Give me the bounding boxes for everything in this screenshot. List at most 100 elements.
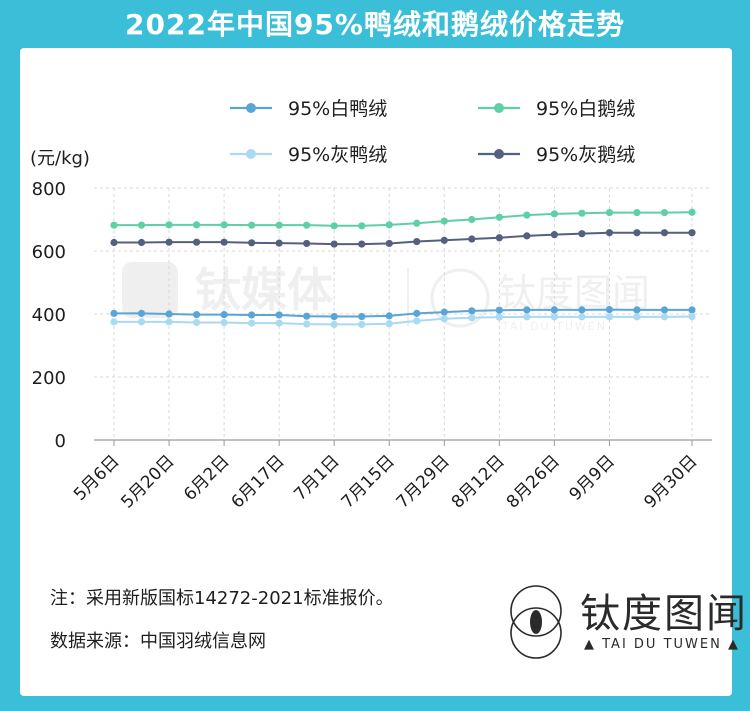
data-point [385, 320, 393, 328]
data-point [220, 318, 228, 327]
data-point [605, 208, 614, 217]
data-point [220, 238, 228, 246]
data-point [413, 219, 421, 227]
data-point [110, 238, 118, 247]
data-point [550, 231, 558, 239]
chart-title: 2022年中国95%鸭绒和鹅绒价格走势 [125, 8, 625, 41]
x-tick-label: 6月17日 [228, 451, 289, 512]
data-point [688, 312, 696, 321]
data-point [495, 234, 503, 242]
data-point [468, 307, 476, 315]
legend-swatch-marker [246, 103, 256, 113]
data-point [165, 310, 173, 318]
data-point [358, 222, 366, 230]
legend-swatch-marker [494, 103, 504, 113]
watermark-logo-icon [122, 262, 178, 318]
data-point [192, 238, 201, 246]
brand-logo: 钛度图闻 ▲ TAI DU TUWEN ▲ [500, 583, 746, 663]
data-point [330, 320, 338, 328]
watermark-right-text: 钛度图闻 [498, 271, 650, 315]
data-point [165, 238, 173, 246]
data-point [248, 239, 256, 247]
data-point [688, 306, 696, 314]
y-tick-label: 600 [32, 242, 66, 263]
data-point [220, 311, 228, 319]
data-point [413, 309, 421, 317]
y-tick-label: 200 [32, 368, 66, 389]
data-point [495, 313, 503, 321]
data-point [165, 221, 173, 229]
y-axis-unit-label: (元/kg) [30, 148, 90, 169]
data-point [275, 311, 283, 319]
data-point [633, 313, 641, 321]
data-point [468, 314, 476, 322]
chart-panel: 钛媒体 钛度图闻 TAI DU TUWEN 0 200 400 600 800 5月6日 5… [20, 48, 732, 696]
y-tick-label: 0 [55, 431, 66, 452]
data-point [275, 221, 283, 229]
watermark-group: 钛媒体 钛度图闻 TAI DU TUWEN [122, 262, 650, 333]
x-tick-label: 6月2日 [180, 451, 233, 504]
data-point [605, 313, 614, 321]
data-point [330, 312, 338, 321]
data-point [468, 235, 476, 243]
data-point [303, 312, 311, 320]
x-tick-label: 8月26日 [503, 451, 564, 512]
footnote: 注：采用新版国标14272-2021标准报价。 [50, 588, 394, 609]
data-point [275, 239, 283, 247]
watermark-left-text: 钛媒体 [195, 263, 333, 317]
data-point [275, 319, 283, 327]
data-point [523, 306, 531, 314]
data-point [578, 313, 586, 321]
data-point [137, 238, 146, 247]
series-line [114, 315, 693, 326]
data-point [605, 229, 614, 237]
x-tick-label: 5月6日 [70, 451, 123, 504]
data-point [688, 208, 696, 216]
data-point [578, 209, 586, 217]
data-point [110, 309, 118, 317]
data-point [550, 306, 558, 314]
data-point [605, 305, 614, 314]
legend-label: 95%灰鹅绒 [536, 144, 635, 166]
data-point [110, 318, 118, 326]
data-point [660, 313, 669, 321]
y-tick-label: 800 [32, 179, 66, 200]
data-point [385, 221, 393, 229]
data-point [303, 239, 311, 248]
data-point [523, 211, 531, 219]
data-point [248, 311, 256, 319]
data-point [137, 318, 146, 326]
legend-swatch-marker [246, 149, 256, 159]
x-tick-label: 8月12日 [448, 451, 509, 512]
data-point [413, 317, 421, 325]
x-tick-label: 7月15日 [338, 451, 399, 512]
series-layer [110, 208, 696, 328]
data-point [385, 239, 393, 248]
data-point [330, 240, 338, 248]
series-line [114, 211, 693, 227]
data-point [358, 320, 366, 328]
data-point [413, 237, 421, 246]
data-point [440, 236, 448, 244]
watermark-eye-icon [430, 268, 490, 328]
data-point [550, 313, 558, 321]
title-bar: 2022年中国95%鸭绒和鹅绒价格走势 [0, 0, 750, 46]
series-line [114, 231, 692, 246]
data-point [660, 306, 669, 314]
data-point [550, 210, 558, 218]
data-point [303, 320, 311, 328]
data-point [495, 213, 503, 221]
data-point [660, 229, 669, 237]
x-tick-label: 5月20日 [117, 451, 178, 512]
data-point [248, 319, 256, 327]
data-point [660, 208, 669, 217]
legend-label: 95%白鹅绒 [536, 98, 635, 120]
data-point [220, 221, 228, 229]
data-point [248, 221, 256, 229]
series-line [114, 308, 692, 318]
data-point [440, 308, 448, 316]
x-tick-label: 7月29日 [393, 451, 454, 512]
data-point [688, 229, 696, 237]
data-point [358, 240, 366, 248]
data-point [192, 318, 201, 327]
